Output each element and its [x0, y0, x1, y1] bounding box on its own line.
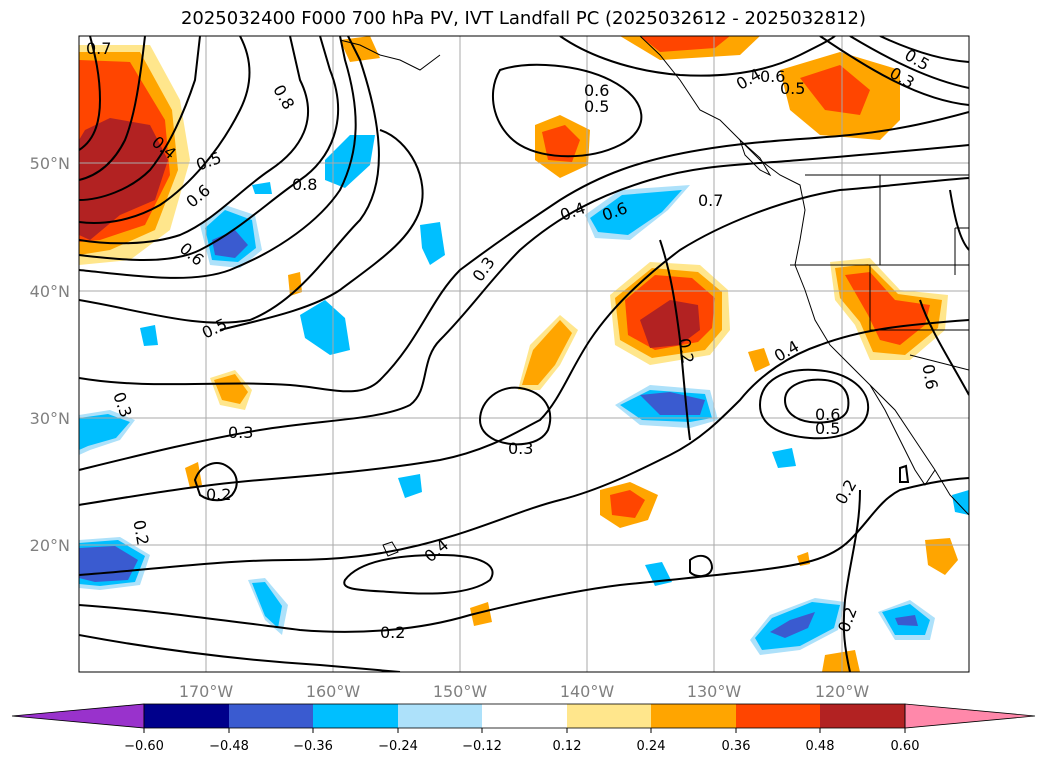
contour-label: 0.5	[815, 419, 840, 438]
lon-tick-label: 150°W	[433, 682, 488, 701]
contour-label: 0.2	[380, 623, 405, 642]
vancouver-island	[738, 138, 772, 177]
colorbar-label: −0.48	[209, 739, 249, 754]
warm-anomaly	[925, 538, 958, 575]
lon-tick-label: 120°W	[815, 682, 870, 701]
warm-anomaly	[610, 490, 645, 518]
contour-label: 0.6	[584, 81, 609, 100]
contour-label: 0.5	[584, 97, 609, 116]
cool-anomaly	[952, 490, 969, 515]
colorbar-label: 0.48	[806, 739, 835, 754]
colorbar-label: 0.12	[553, 739, 582, 754]
warm-anomaly	[470, 602, 492, 626]
contour-label: 0.7	[698, 191, 723, 210]
warm-anomaly	[640, 300, 700, 348]
lon-tick-label: 160°W	[306, 682, 361, 701]
colorbar-segment	[651, 704, 736, 728]
contour-label: 0.2	[674, 337, 697, 365]
warm-anomaly	[79, 118, 168, 240]
colorbar-segment	[820, 704, 905, 728]
warm-anomaly	[214, 374, 248, 404]
lat-tick-label: 50°N	[30, 154, 70, 173]
colorbar-segment	[567, 704, 651, 728]
baja-peninsula	[869, 384, 936, 486]
lat-tick-labels: 50°N 40°N 30°N 20°N	[30, 154, 70, 555]
colorbar-ticks	[143, 728, 906, 733]
colorbar-label: −0.36	[293, 739, 333, 754]
lon-tick-label: 170°W	[179, 682, 234, 701]
cool-anomaly	[420, 222, 445, 265]
warm-anomaly	[288, 272, 302, 296]
map-title: 2025032400 F000 700 hPa PV, IVT Landfall…	[180, 8, 867, 29]
contour-label: 0.6	[918, 363, 941, 391]
cool-anomaly	[895, 615, 918, 626]
cool-anomaly	[252, 182, 272, 194]
lat-tick-label: 30°N	[30, 409, 70, 428]
cool-anomaly	[300, 300, 350, 355]
cool-anomaly	[590, 190, 682, 235]
contour-label: 0.7	[86, 39, 111, 58]
cool-anomaly	[398, 474, 422, 498]
contour-label: 0.6	[760, 67, 785, 86]
plot-area: 0.7 0.8 0.4 0.5 0.6 0.8 0.6 0.6 0.5 0.5 …	[79, 36, 969, 672]
warm-anomaly	[185, 462, 202, 488]
contour-label: 0.6	[815, 405, 840, 424]
contour-label: 0.2	[206, 485, 231, 504]
lon-tick-label: 140°W	[560, 682, 615, 701]
colorbar-label: 0.36	[722, 739, 751, 754]
colorbar-segment	[482, 704, 567, 728]
island	[899, 464, 910, 483]
lon-tick-labels: 170°W 160°W 150°W 140°W 130°W 120°W	[179, 682, 870, 701]
warm-anomaly	[800, 65, 870, 115]
warm-anomaly	[640, 36, 730, 52]
cool-anomaly	[640, 392, 705, 415]
warm-anomaly	[748, 348, 770, 372]
lat-tick-label: 40°N	[30, 282, 70, 301]
warm-anomaly	[522, 320, 572, 385]
cool-anomaly	[140, 325, 158, 346]
colorbar-label: −0.60	[124, 739, 164, 754]
aleutians	[339, 39, 441, 71]
warm-anomaly	[845, 272, 930, 345]
warm-anomaly	[542, 125, 580, 162]
contour-label: 0.5	[780, 79, 805, 98]
state-border	[869, 265, 969, 331]
contour-label: 0.8	[292, 175, 317, 194]
lon-tick-label: 130°W	[687, 682, 742, 701]
colorbar-label: 0.24	[637, 739, 666, 754]
contour-label: 0.3	[508, 439, 533, 458]
colorbar-min-extension	[11, 703, 145, 729]
colorbar-segment	[144, 704, 229, 728]
colorbar-segment	[398, 704, 482, 728]
warm-anomaly	[822, 650, 860, 672]
north-america-coast	[639, 36, 969, 516]
plot-frame	[78, 35, 970, 673]
colorbar-segment	[313, 704, 398, 728]
contour-label: 0.2	[129, 518, 152, 546]
colorbar-label: −0.12	[462, 739, 502, 754]
mexico-border	[909, 354, 969, 371]
colorbar: −0.60 −0.48 −0.36 −0.24 −0.12 0.12 0.24 …	[11, 703, 1036, 754]
colorbar-max-extension	[904, 703, 1036, 729]
colorbar-segment	[736, 704, 820, 728]
cool-anomaly	[79, 414, 130, 450]
colorbar-label: 0.60	[891, 739, 920, 754]
colorbar-frame	[143, 703, 906, 729]
cool-anomaly	[252, 582, 282, 628]
gridlines	[79, 36, 969, 672]
lat-tick-label: 20°N	[30, 536, 70, 555]
ivt-shading	[79, 36, 969, 672]
colorbar-segment	[229, 704, 313, 728]
colorbar-label: −0.24	[378, 739, 418, 754]
cool-anomaly	[772, 448, 796, 468]
contour-label: 0.3	[228, 423, 253, 442]
pv-contours	[79, 36, 969, 672]
cool-anomaly	[770, 612, 815, 638]
